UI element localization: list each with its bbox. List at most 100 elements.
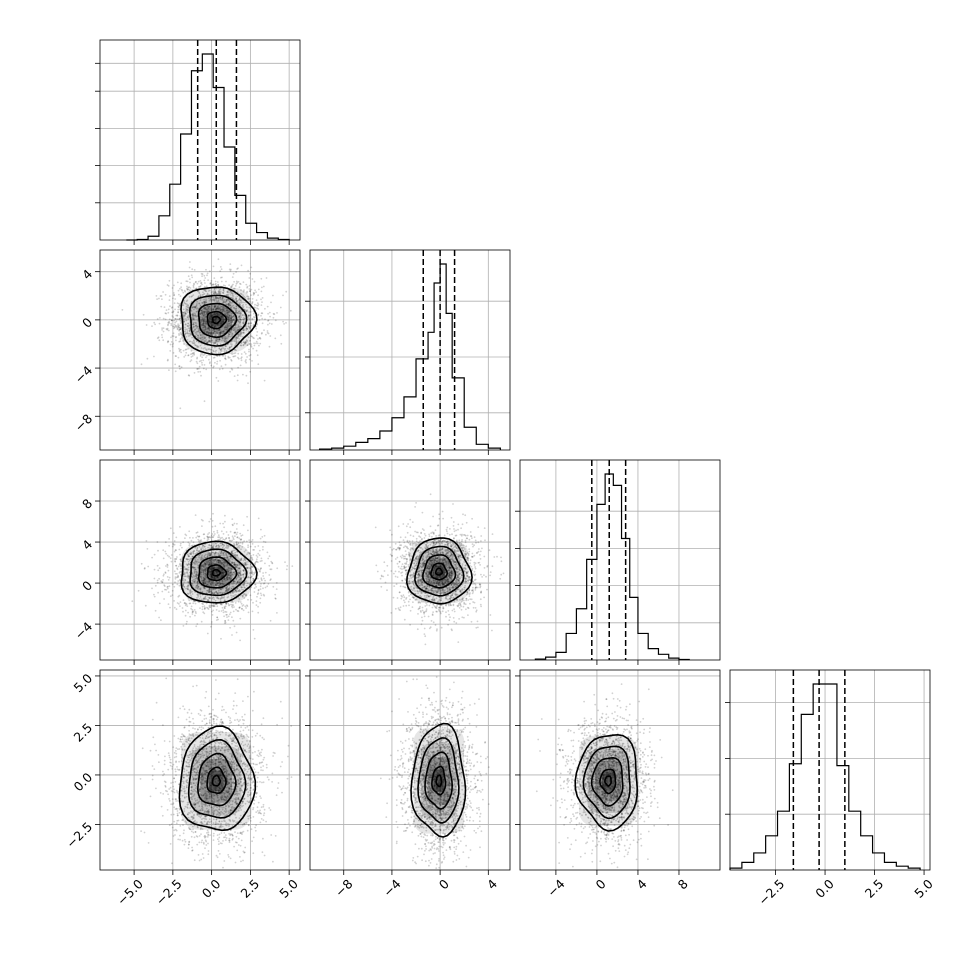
scatter-point — [234, 330, 237, 332]
scatter-point — [215, 572, 218, 574]
scatter-point — [246, 285, 249, 288]
scatter-point — [207, 583, 209, 586]
density-shade — [200, 305, 233, 335]
scatter-point — [204, 595, 207, 597]
scatter-point — [248, 277, 251, 279]
scatter-point — [222, 288, 225, 291]
scatter-point — [228, 316, 231, 318]
scatter-point — [251, 335, 254, 338]
scatter-point — [174, 560, 177, 563]
scatter-point — [222, 583, 225, 586]
scatter-point — [204, 323, 207, 326]
scatter-point — [242, 573, 245, 576]
scatter-point — [192, 602, 195, 605]
scatter-point — [217, 534, 220, 537]
scatter-point — [219, 537, 222, 540]
scatter-point — [194, 344, 197, 347]
scatter-point — [224, 358, 227, 361]
scatter-point — [227, 305, 230, 307]
scatter-point — [211, 314, 213, 317]
scatter-point — [239, 318, 241, 321]
scatter-point — [236, 374, 239, 377]
scatter-point — [235, 554, 237, 556]
scatter-point — [211, 592, 214, 595]
scatter-point — [201, 334, 204, 337]
scatter-point — [224, 591, 227, 593]
scatter-point — [252, 549, 255, 551]
scatter-point — [210, 364, 213, 367]
scatter-point — [235, 336, 238, 339]
scatter-point — [155, 295, 158, 297]
scatter-point — [179, 526, 181, 528]
scatter-point — [251, 318, 254, 321]
scatter-point — [203, 314, 205, 317]
scatter-point — [164, 293, 167, 296]
scatter-point — [187, 348, 189, 350]
scatter-point — [239, 333, 242, 335]
scatter-point — [216, 323, 219, 326]
scatter-point — [178, 349, 181, 351]
scatter-point — [237, 579, 240, 582]
scatter-point — [164, 571, 167, 574]
scatter-point — [202, 582, 205, 584]
scatter-point — [205, 572, 207, 575]
scatter-point — [224, 605, 227, 607]
scatter-point — [182, 583, 185, 586]
scatter-point — [221, 330, 224, 333]
scatter-point — [178, 334, 181, 336]
scatter-point — [247, 314, 250, 316]
scatter-point — [188, 296, 191, 298]
scatter-point — [208, 554, 211, 557]
scatter-point — [232, 298, 234, 300]
scatter-point — [228, 604, 231, 606]
scatter-point — [226, 316, 229, 319]
scatter-point — [260, 332, 263, 335]
scatter-point — [217, 314, 220, 316]
scatter-point — [166, 576, 169, 578]
scatter-point — [230, 292, 233, 295]
scatter-point — [207, 554, 210, 556]
scatter-point — [238, 286, 241, 289]
scatter-point — [249, 297, 251, 300]
scatter-point — [230, 316, 233, 319]
scatter-point — [266, 331, 269, 334]
scatter-point — [231, 634, 233, 636]
scatter-point — [227, 320, 230, 323]
scatter-point — [215, 570, 217, 573]
scatter-point — [230, 302, 232, 304]
scatter-point — [221, 297, 224, 299]
scatter-point — [183, 317, 185, 320]
scatter-point — [245, 359, 247, 361]
scatter-point — [227, 347, 229, 350]
scatter-point — [208, 606, 211, 609]
scatter-point — [223, 562, 226, 565]
scatter-point — [166, 341, 169, 344]
scatter-point — [179, 340, 182, 343]
scatter-point — [200, 565, 203, 568]
scatter-point — [216, 281, 219, 283]
scatter-point — [480, 540, 482, 542]
pair-panel-1-0 — [95, 249, 301, 455]
scatter-point — [216, 360, 219, 363]
scatter-point — [227, 534, 230, 536]
scatter-point — [237, 333, 240, 336]
scatter-point — [242, 344, 245, 347]
scatter-point — [228, 322, 230, 325]
scatter-point — [188, 340, 191, 343]
scatter-point — [219, 292, 222, 295]
scatter-point — [222, 573, 225, 575]
scatter-point — [193, 353, 196, 356]
scatter-point — [254, 306, 257, 309]
scatter-point — [202, 347, 205, 350]
scatter-point — [212, 567, 214, 569]
scatter-point — [236, 536, 239, 539]
scatter-point — [222, 538, 225, 541]
scatter-point — [170, 307, 173, 309]
scatter-point — [203, 329, 205, 331]
scatter-point — [178, 548, 181, 551]
scatter-point — [188, 332, 191, 335]
scatter-point — [227, 355, 230, 358]
scatter-point — [243, 593, 246, 595]
scatter-point — [220, 544, 222, 547]
